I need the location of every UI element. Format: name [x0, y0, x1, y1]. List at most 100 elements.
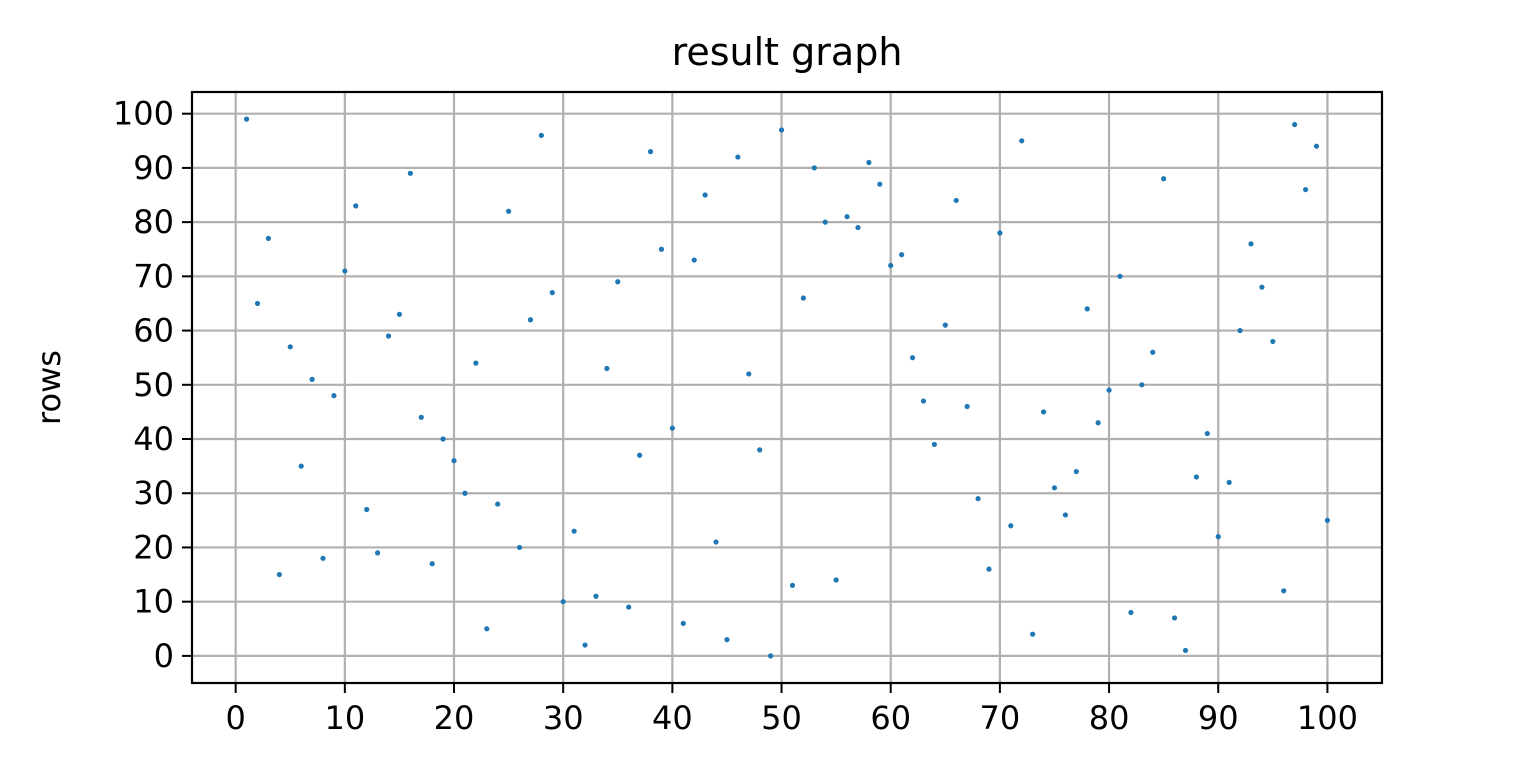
data-point: [571, 528, 577, 534]
x-tick-label: 90: [1198, 699, 1239, 737]
data-point: [800, 295, 806, 301]
data-point: [495, 501, 501, 507]
data-point: [1182, 647, 1189, 654]
data-point: [1204, 430, 1210, 437]
data-point: [899, 252, 905, 258]
data-point: [997, 230, 1003, 236]
data-point: [713, 539, 719, 545]
data-point: [1292, 121, 1298, 128]
data-point: [1150, 349, 1156, 355]
data-point: [1030, 631, 1036, 637]
data-point: [1139, 382, 1145, 388]
data-point: [811, 165, 817, 171]
data-point: [975, 496, 981, 502]
data-point: [451, 458, 457, 464]
data-point: [374, 550, 381, 556]
data-point: [844, 214, 850, 220]
data-point: [265, 235, 272, 241]
data-point: [582, 642, 588, 648]
data-point: [320, 555, 326, 561]
data-point: [506, 208, 512, 214]
x-tick-label: 40: [652, 699, 693, 737]
y-tick-label: 10: [133, 583, 174, 621]
data-point: [1019, 138, 1025, 144]
data-point: [953, 197, 959, 204]
data-point: [298, 463, 304, 469]
data-point: [385, 333, 392, 339]
data-point: [1281, 588, 1287, 594]
data-point: [658, 246, 665, 252]
data-point: [440, 436, 446, 442]
data-point: [1270, 338, 1276, 345]
data-point: [1171, 615, 1178, 621]
data-point: [909, 355, 916, 361]
data-point: [877, 181, 883, 187]
data-point: [418, 414, 424, 420]
data-point: [364, 506, 370, 513]
x-tick-label: 80: [1089, 699, 1130, 737]
data-point: [287, 344, 293, 350]
data-point: [1117, 273, 1123, 279]
data-point: [1051, 485, 1058, 491]
data-point: [615, 279, 621, 285]
data-point: [1302, 186, 1309, 193]
data-point: [931, 441, 937, 448]
data-point: [1073, 468, 1079, 475]
x-tick-label: 50: [761, 699, 802, 737]
data-point: [516, 544, 523, 551]
y-tick-label: 20: [133, 528, 174, 566]
data-point: [702, 192, 708, 198]
data-point: [855, 224, 861, 231]
y-tick-label: 80: [133, 203, 174, 241]
y-tick-label: 30: [133, 474, 174, 512]
data-point: [1259, 284, 1265, 290]
data-point: [1128, 609, 1134, 616]
data-point: [1161, 176, 1167, 182]
x-tick-label: 100: [1297, 699, 1358, 737]
data-point: [254, 300, 261, 307]
data-point: [757, 447, 763, 453]
data-point: [1237, 327, 1243, 334]
data-point: [626, 604, 632, 610]
x-tick-label: 10: [324, 699, 365, 737]
data-point: [593, 593, 599, 599]
data-point: [1313, 143, 1320, 149]
x-tick-label: 70: [980, 699, 1021, 737]
data-point: [691, 257, 697, 263]
data-point: [473, 360, 479, 366]
grid: [192, 92, 1382, 683]
data-point: [1226, 479, 1232, 485]
data-point: [1008, 523, 1014, 529]
x-axis-ticks: 0 10 20 30 40 50 60 70 80 90 100: [225, 683, 1358, 737]
data-point: [604, 365, 610, 372]
y-tick-label: 40: [133, 420, 174, 458]
data-point: [1062, 512, 1068, 518]
data-point: [538, 132, 544, 138]
data-point: [1215, 534, 1221, 540]
data-point: [778, 127, 785, 133]
x-tick-label: 0: [225, 699, 245, 737]
data-point: [396, 311, 403, 317]
data-point: [735, 154, 741, 160]
data-point: [789, 582, 796, 589]
data-point: [243, 116, 250, 122]
data-point: [429, 561, 435, 567]
data-points: [243, 116, 1331, 659]
chart-title: result graph: [672, 30, 903, 74]
data-point: [353, 203, 359, 209]
y-tick-label: 50: [133, 366, 174, 404]
data-point: [637, 452, 643, 458]
y-tick-label: 60: [133, 312, 174, 350]
data-point: [964, 403, 970, 410]
data-point: [527, 317, 534, 323]
data-point: [1324, 517, 1331, 523]
data-point: [549, 290, 555, 296]
data-point: [276, 571, 282, 578]
data-point: [1248, 241, 1254, 247]
data-point: [647, 149, 654, 155]
y-tick-label: 0: [154, 637, 174, 675]
data-point: [833, 577, 839, 583]
data-point: [920, 398, 927, 404]
